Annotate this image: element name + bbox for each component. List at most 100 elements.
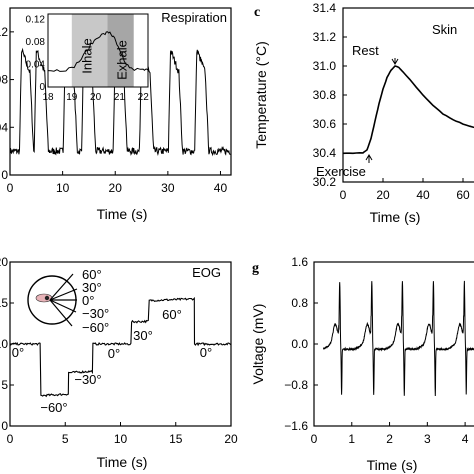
panel-label-c: c xyxy=(254,5,260,20)
eog-ytick-label: 20 xyxy=(0,255,8,269)
ecg-ytick-label: −1.6 xyxy=(284,419,308,433)
eog-xtick-label: 5 xyxy=(62,432,69,446)
eog-xtick-label: 20 xyxy=(224,432,238,446)
skin-xtick-label: 0 xyxy=(340,188,347,202)
respiration-xtick-label: 0 xyxy=(7,181,14,195)
skin-ylabel: Temperature (°C) xyxy=(253,41,269,149)
inset-xtick-label: 22 xyxy=(138,92,150,103)
eye-angle-ray xyxy=(49,299,77,313)
skin-ytick-label: 31.0 xyxy=(313,59,337,73)
inset-label-inhale: Inhale xyxy=(80,38,95,73)
ecg-frame xyxy=(313,261,474,427)
skin-ytick-label: 31.2 xyxy=(313,30,337,44)
exercise-arrowhead xyxy=(365,154,373,161)
inset-shade-inhale xyxy=(71,14,108,87)
inset-xtick-label: 18 xyxy=(42,92,54,103)
eog-xtick-label: 0 xyxy=(7,432,14,446)
respiration-xtick-label: 30 xyxy=(161,181,175,195)
eye-icon xyxy=(35,293,53,303)
inset-ytick-label: 0 xyxy=(39,82,45,93)
eog-step-label: 0° xyxy=(12,345,24,360)
respiration-xtick-label: 20 xyxy=(109,181,123,195)
respiration-ytick-label: .12 xyxy=(0,25,8,39)
inset-frame xyxy=(47,13,149,88)
skin-temperature-line xyxy=(342,65,474,155)
eog-ytick-label: 10 xyxy=(0,337,8,351)
ecg-xtick-label: 4 xyxy=(462,432,469,446)
eye-angle-ray xyxy=(49,299,73,327)
respiration-title: Respiration xyxy=(161,10,227,25)
ecg-xtick-label: 0 xyxy=(311,432,318,446)
skin-ytick-label: 30.6 xyxy=(313,117,337,131)
eye-angle-label: 0° xyxy=(82,293,94,308)
eog-xlabel: Time (s) xyxy=(97,454,148,470)
inset-series-line xyxy=(47,31,149,72)
eog-ytick-label: 0 xyxy=(1,419,8,433)
inset-xtick-label: 21 xyxy=(114,92,126,103)
eog-ytick-label: 5 xyxy=(1,378,8,392)
skin-ytick-label: 30.8 xyxy=(313,88,337,102)
ecg-ytick-label: 0.0 xyxy=(291,337,308,351)
rest-arrowhead xyxy=(391,58,399,65)
inset-ytick-label: 0.12 xyxy=(26,15,46,26)
skin-temperature-panel: c 020406080 30.230.430.630.831.031.231.4… xyxy=(253,1,474,225)
respiration-xtick-label: 40 xyxy=(214,181,228,195)
skin-ytick-label: 30.4 xyxy=(313,146,337,160)
respiration-ytick-label: 0 xyxy=(1,168,8,182)
eye-angle-label: 30° xyxy=(82,280,102,295)
respiration-frame xyxy=(9,7,232,176)
skin-xtick-label: 40 xyxy=(416,188,430,202)
eog-step-label: −60° xyxy=(40,400,67,415)
inset-ytick-label: 0.08 xyxy=(26,37,46,48)
eog-step-label: 30° xyxy=(133,328,153,343)
ecg-series-line xyxy=(322,280,474,397)
ecg-ytick-label: 0.8 xyxy=(291,296,308,310)
inset-label-exhale: Exhale xyxy=(115,40,130,80)
eog-step-label: 60° xyxy=(162,307,182,322)
eye-angle-legend: 60°30°0°−30°−60° xyxy=(27,267,109,335)
skin-xtick-label: 60 xyxy=(456,188,470,202)
respiration-inset: Inhale Exhale 18 19 20 21 22 0 0.04 0.08 0.12 xyxy=(26,13,150,103)
eog-xtick-label: 10 xyxy=(114,432,128,446)
ecg-xtick-label: 1 xyxy=(348,432,355,446)
exercise-annotation: Exercise xyxy=(316,164,366,179)
eog-title: EOG xyxy=(192,265,221,280)
ecg-panel: g 0 1 2 3 4 1.6 0.8 0.0 −0.8 −1.6 Time (s) Volta… xyxy=(250,255,474,473)
skin-xtick-label: 20 xyxy=(376,188,390,202)
eog-step-label: 0° xyxy=(108,346,120,361)
inset-ytick-label: 0.04 xyxy=(26,60,46,71)
inset-shade-exhale xyxy=(107,14,134,87)
ecg-xtick-label: 3 xyxy=(424,432,431,446)
ecg-ytick-label: −0.8 xyxy=(284,378,308,392)
inset-xtick-label: 20 xyxy=(90,92,102,103)
respiration-xtick-label: 10 xyxy=(56,181,70,195)
respiration-ytick-label: .08 xyxy=(0,73,8,87)
eog-ytick-label: 15 xyxy=(0,296,8,310)
ecg-ylabel: Voltage (mV) xyxy=(250,304,266,385)
pupil-icon xyxy=(44,295,50,301)
respiration-ytick-label: .04 xyxy=(0,120,8,134)
eog-series-line xyxy=(9,296,232,398)
eog-step-label: 0° xyxy=(200,345,212,360)
eog-xtick-label: 15 xyxy=(169,432,183,446)
panel-label-g: g xyxy=(252,261,259,276)
eye-angle-label: −60° xyxy=(82,320,109,335)
skin-title: Skin xyxy=(432,22,457,37)
eye-angle-ray xyxy=(49,288,78,301)
ecg-ytick-label: 1.6 xyxy=(291,255,308,269)
skin-ytick-label: 31.4 xyxy=(313,1,337,15)
rest-annotation: Rest xyxy=(352,43,379,58)
ecg-xlabel: Time (s) xyxy=(367,457,418,473)
skin-ytick-label: 30.2 xyxy=(313,175,337,189)
eye-angle-ray xyxy=(49,273,74,301)
ecg-xtick-label: 2 xyxy=(386,432,393,446)
respiration-xlabel: Time (s) xyxy=(97,206,148,222)
eye-angle-label: −30° xyxy=(82,306,109,321)
inset-xtick-label: 19 xyxy=(66,92,78,103)
eog-step-label: −30° xyxy=(74,372,101,387)
eye-angle-label: 60° xyxy=(82,267,102,282)
skin-xlabel: Time (s) xyxy=(370,209,421,225)
